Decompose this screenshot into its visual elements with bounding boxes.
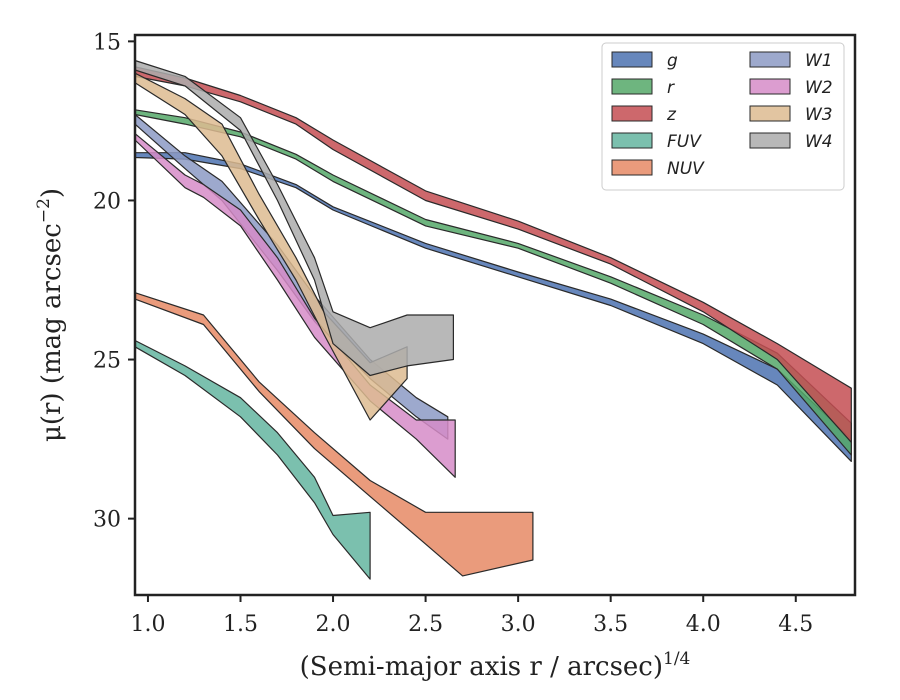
legend-swatch-r [611, 78, 653, 95]
band-g [134, 152, 852, 462]
x-axis-label-exponent: 1/4 [663, 649, 690, 669]
plot-frame [133, 33, 857, 597]
x-tick-label: 1.5 [223, 612, 258, 637]
y-axis-label: μ(r) (mag arcsec−2) [34, 188, 67, 442]
legend: grz FUV NUV W1 W2 W3 W4 [601, 42, 845, 191]
legend-label-r: r [667, 78, 675, 98]
x-tick-label: 3.5 [593, 612, 628, 637]
x-tick-label: 1.0 [130, 612, 165, 637]
legend-label-w3: W3 [805, 105, 833, 125]
x-tick-label: 4.0 [686, 612, 721, 637]
band-r [134, 109, 852, 456]
x-axis-label: (Semi-major axis r / arcsec)1/4 [300, 649, 691, 682]
legend-swatch-w3 [749, 105, 791, 122]
x-tick-label: 2.0 [316, 612, 351, 637]
axis-ticks: 1.0 1.5 2.0 2.5 3.0 3.5 4.0 4.5 15 20 25 30 [93, 30, 813, 637]
legend-swatch-w2 [749, 78, 791, 95]
y-tick-label: 15 [93, 30, 121, 55]
legend-swatch-g [611, 51, 653, 68]
legend-swatch-z [611, 105, 653, 122]
legend-label-g: g [667, 51, 678, 71]
x-tick-label: 2.5 [408, 612, 443, 637]
band-w4 [134, 59, 454, 377]
legend-label-w4: W4 [805, 132, 833, 152]
legend-swatch-w1 [749, 51, 791, 68]
legend-label-nuv: NUV [667, 159, 705, 179]
band-fuv [134, 339, 371, 580]
legend-swatch-nuv [611, 159, 653, 176]
band-nuv [134, 292, 534, 577]
legend-label-w2: W2 [805, 78, 833, 98]
series-bands [134, 59, 852, 580]
y-tick-label: 25 [93, 349, 121, 374]
legend-swatch-w4 [749, 132, 791, 149]
legend-label-z: z [666, 105, 677, 125]
y-axis-label-close: ) [37, 188, 67, 198]
band-z [134, 66, 852, 443]
legend-label-fuv: FUV [667, 132, 702, 152]
y-tick-label: 30 [93, 508, 121, 533]
legend-label-w1: W1 [805, 51, 833, 71]
x-tick-label: 4.5 [778, 612, 813, 637]
x-tick-label: 3.0 [501, 612, 536, 637]
band-w1 [134, 113, 449, 440]
legend-swatch-fuv [611, 132, 653, 149]
y-axis-label-exponent: −2 [34, 198, 54, 223]
y-tick-label: 20 [93, 189, 121, 214]
